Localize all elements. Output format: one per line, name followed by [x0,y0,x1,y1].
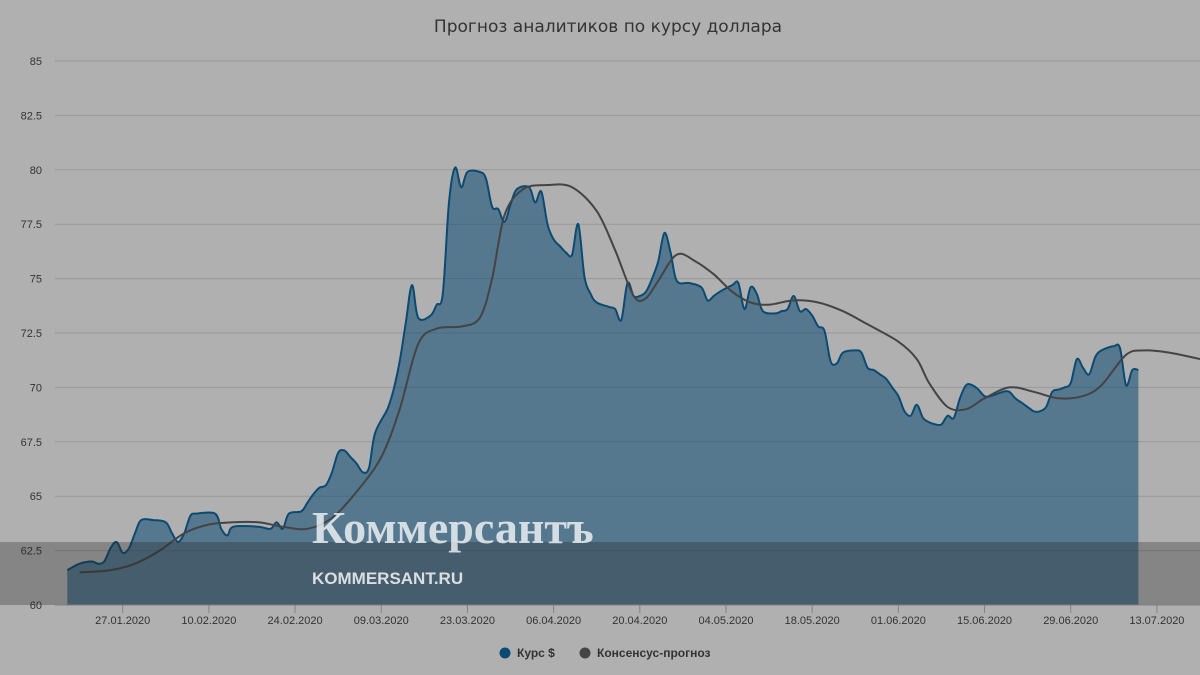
watermark: Коммерсантъ KOMMERSANT.RU [0,502,1200,605]
legend-marker[interactable] [499,647,511,659]
series-line-kurs [66,166,1139,572]
x-tick-label: 24.02.2020 [268,615,323,627]
y-tick-label: 85 [30,56,42,68]
x-tick-label: 10.02.2020 [181,615,236,627]
legend-marker[interactable] [579,647,591,659]
x-axis: 27.01.2020 10.02.2020 24.02.2020 09.03.2020… [55,604,1200,627]
legend-label[interactable]: Курс $ [517,646,555,660]
x-tick-label: 04.05.2020 [698,615,753,627]
x-tick-label: 20.04.2020 [612,615,667,627]
y-tick-label: 67.5 [21,437,42,449]
series-line-group [79,183,1200,574]
x-tick-label: 01.06.2020 [871,615,926,627]
y-tick-label: 82.5 [21,110,42,122]
x-tick-label: 06.04.2020 [526,615,581,627]
y-tick-label: 70 [30,382,42,394]
y-tick-label: 60 [30,600,42,612]
watermark-brand: Коммерсантъ [312,502,594,553]
legend: Курс $ Консенсус-прогноз [499,646,711,660]
x-tick-label: 15.06.2020 [957,615,1012,627]
y-tick-label: 62.5 [21,546,42,558]
y-tick-label: 77.5 [21,219,42,231]
series-area-group [66,166,1139,605]
y-tick-label: 75 [30,274,42,286]
series-line-consensus [79,183,1200,574]
watermark-band [0,542,1200,605]
watermark-site: KOMMERSANT.RU [312,569,463,588]
series-area-fill [67,167,1139,605]
y-tick-label: 65 [30,491,42,503]
x-tick-label: 18.05.2020 [785,615,840,627]
y-tick-label: 72.5 [21,328,42,340]
x-tick-label: 09.03.2020 [354,615,409,627]
x-tick-label: 29.06.2020 [1043,615,1098,627]
legend-label[interactable]: Консенсус-прогноз [597,646,711,660]
x-tick-label: 23.03.2020 [440,615,495,627]
x-tick-label: 27.01.2020 [95,615,150,627]
y-axis: 60 62.5 65 67.5 70 72.5 75 77.5 80 82.5 85 [21,56,42,612]
x-tick-label: 13.07.2020 [1129,615,1184,627]
chart-title: Прогноз аналитиков по курсу доллара [434,17,782,37]
y-tick-label: 80 [30,165,42,177]
